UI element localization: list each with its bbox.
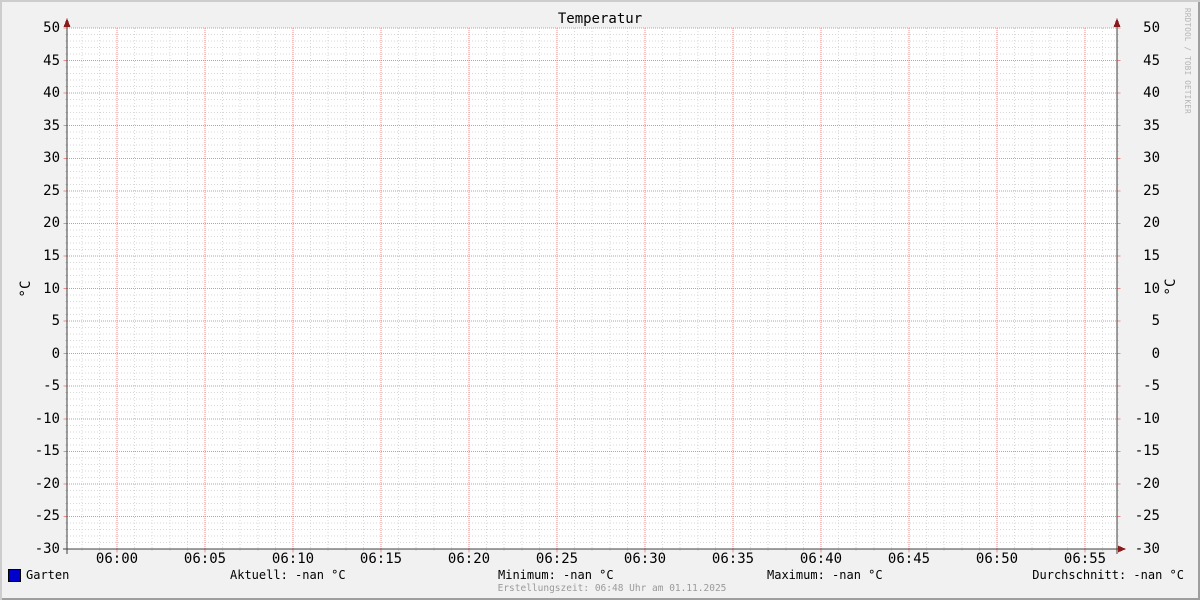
y-axis-tick-label-left: 35 [43,117,60,134]
x-axis-tick-label: 06:50 [975,551,1019,567]
y-axis-tick-label-right: -15 [1134,443,1160,460]
y-axis-tick-label-right: 15 [1143,247,1160,264]
y-axis-tick-label-left: 0 [51,345,60,362]
y-axis-tick-label-right: -20 [1134,475,1160,492]
y-axis-tick-label-left: 30 [43,150,60,167]
y-axis-tick-label-right: 10 [1143,280,1160,297]
y-axis-tick-label-right: 40 [1143,85,1160,102]
y-axis-tick-label-left: -15 [34,443,60,460]
legend-series-label: Garten [26,568,70,582]
x-axis-tick-label: 06:30 [623,551,667,567]
y-axis-tick-label-left: 50 [43,20,60,36]
x-axis-tick-label: 06:55 [1063,551,1107,567]
y-axis-unit-right: °C [1163,278,1179,296]
y-axis-tick-label-right: -25 [1134,508,1160,525]
x-axis-tick-label: 06:10 [271,551,315,567]
x-axis-tick-label: 06:35 [711,551,755,567]
x-axis-tick-label: 06:45 [887,551,931,567]
rrdtool-watermark: RRDTOOL / TOBI OETIKER [1183,8,1192,114]
stat-maximum: Maximum: -nan °C [767,568,883,582]
y-axis-tick-label-right: 45 [1143,52,1160,69]
y-axis-tick-label-left: 25 [43,182,60,199]
creation-timestamp: Erstellungszeit: 06:48 Uhr am 01.11.2025 [497,583,727,594]
stat-durchschnitt: Durchschnitt: -nan °C [1032,568,1184,582]
legend-swatch-garten [8,569,21,582]
y-axis-tick-label-left: -5 [43,378,60,395]
y-axis-tick-label-left: 10 [43,280,60,297]
y-axis-tick-label-right: 20 [1143,215,1160,232]
y-axis-tick-label-right: -10 [1134,410,1160,427]
y-axis-tick-label-left: 15 [43,247,60,264]
y-axis-tick-label-left: -20 [34,475,60,492]
x-axis-tick-label: 06:20 [447,551,491,567]
y-axis-tick-label-right: 5 [1151,313,1160,330]
y-axis-unit-left: °C [18,280,34,298]
y-axis-tick-label-right: 30 [1143,150,1160,167]
y-axis-tick-label-left: 20 [43,215,60,232]
x-axis-tick-label: 06:00 [95,551,139,567]
chart-title: Temperatur [557,11,643,27]
y-axis-tick-label-right: -30 [1134,541,1160,557]
stat-aktuell: Aktuell: -nan °C [230,568,346,582]
y-axis-tick-label-left: 5 [51,313,60,330]
y-axis-tick-label-left: 45 [43,52,60,69]
stat-minimum: Minimum: -nan °C [498,568,614,582]
y-axis-tick-label-right: 35 [1143,117,1160,134]
y-axis-tick-label-right: 0 [1151,345,1160,362]
y-axis-tick-label-left: -30 [34,541,60,557]
y-axis-tick-label-right: 25 [1143,182,1160,199]
x-axis-tick-label: 06:40 [799,551,843,567]
y-axis-tick-label-right: -5 [1143,378,1160,395]
x-axis-tick-label: 06:25 [535,551,579,567]
x-axis-tick-label: 06:05 [183,551,227,567]
y-axis-tick-label-left: -10 [34,410,60,427]
y-axis-tick-label-left: -25 [34,508,60,525]
y-axis-tick-label-left: 40 [43,85,60,102]
x-axis-tick-label: 06:15 [359,551,403,567]
y-axis-tick-label-right: 50 [1143,20,1160,36]
